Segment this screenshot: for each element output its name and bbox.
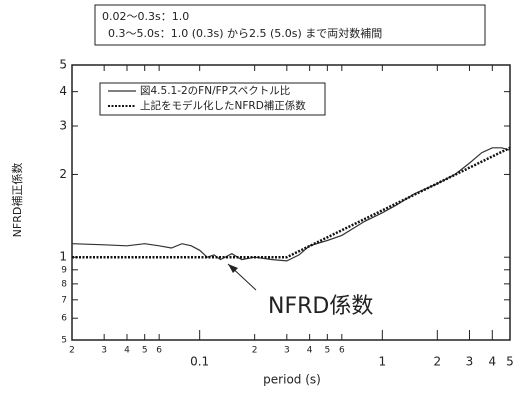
y-tick-label: 4 [59,84,67,98]
x-tick-label: 4 [307,346,313,356]
y-tick-label: 7 [61,295,67,305]
x-tick-label: 5 [142,346,148,356]
x-tick-label: 6 [156,346,162,356]
x-tick-label: 5 [324,346,330,356]
x-tick-label: 0.1 [190,355,209,369]
y-tick-label: 9 [61,265,67,275]
legend-label: 上記をモデル化したNFRD補正係数 [140,99,306,112]
y-tick-label: 3 [59,119,67,133]
x-tick-label: 1 [379,355,387,369]
y-tick-label: 6 [61,314,67,324]
x-tick-label: 5 [506,355,514,369]
x-tick-label: 3 [101,346,107,356]
y-tick-label: 5 [59,58,67,72]
x-tick-label: 3 [284,346,290,356]
plot-frame [71,64,511,341]
x-tick-label: 4 [124,346,130,356]
x-tick-label: 4 [488,355,496,369]
model-line [72,146,511,259]
note: 0.02～0.3s：1.0 [102,10,189,23]
y-tick-label: 1 [59,250,67,264]
y-tick-label: 5 [61,336,67,346]
x-tick-label: 2 [69,346,75,356]
y-tick-label: 8 [61,279,67,289]
legend-box [99,82,326,116]
annotation: NFRD係数 [268,294,373,319]
x-tick-label: 6 [339,346,345,356]
note-box [94,4,486,46]
x-tick-label: 3 [466,355,474,369]
data-line [71,147,511,262]
x-tick-label: 2 [252,346,258,356]
legend-label: 図4.5.1-2のFN/FPスペクトル比 [140,84,290,97]
arrow-head [228,264,238,273]
x-tick-label: 2 [433,355,441,369]
y-axis-label: NFRD補正係数 [11,163,24,238]
note: 0.3～5.0s：1.0 (0.3s) から2.5 (5.0s) まで両対数補間 [108,26,382,40]
x-axis-label: period (s) [263,373,321,387]
y-tick-label: 2 [59,167,67,181]
